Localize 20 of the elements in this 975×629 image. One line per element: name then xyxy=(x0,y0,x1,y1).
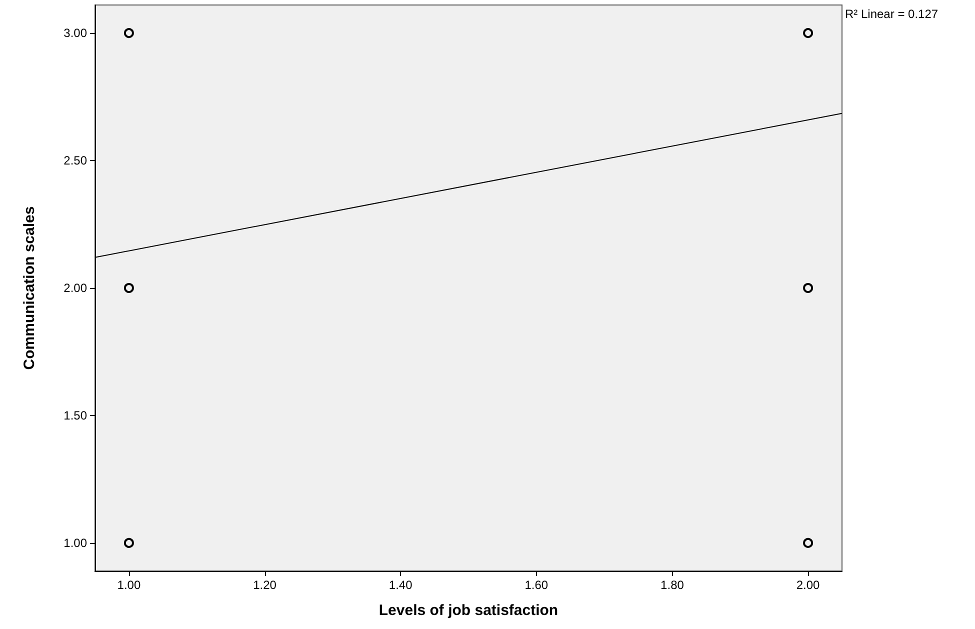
x-tick-label: 2.00 xyxy=(796,578,820,592)
x-tick-label: 1.40 xyxy=(388,578,413,592)
y-tick-label: 1.50 xyxy=(64,408,88,422)
point xyxy=(803,28,814,38)
y-tick-label: 1.00 xyxy=(64,536,88,550)
y-tick-label: 2.00 xyxy=(64,281,88,295)
point xyxy=(124,283,134,293)
point xyxy=(803,283,814,293)
x-axis-title: Levels of job satisfaction xyxy=(378,602,558,619)
x-tick-label: 1.20 xyxy=(253,578,277,592)
text: R² Linear = 0.127 xyxy=(845,7,938,21)
point xyxy=(124,538,134,548)
x-tick-label: 1.80 xyxy=(660,578,684,592)
x-tick-label: 1.60 xyxy=(524,578,548,592)
point xyxy=(124,28,134,38)
x-tick-label: 1.00 xyxy=(117,578,141,592)
y-tick-label: 3.00 xyxy=(64,26,88,40)
point xyxy=(803,538,814,548)
y-tick-label: 2.50 xyxy=(64,154,88,168)
y-axis-title: Communication scales xyxy=(21,206,38,370)
